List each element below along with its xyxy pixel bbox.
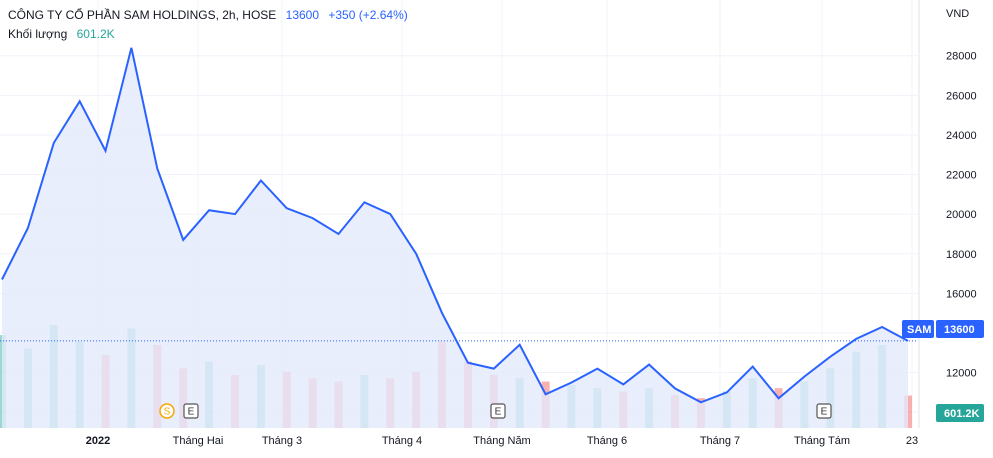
x-tick-label: Tháng 4 <box>382 435 422 447</box>
event-badge <box>159 403 175 419</box>
x-tick-label: Tháng 3 <box>262 435 302 447</box>
price-area-fill <box>2 47 908 429</box>
symbol-tag-box <box>902 320 934 338</box>
volume-tag: 601.2K <box>936 404 984 422</box>
x-tick-label: Tháng Năm <box>473 435 530 447</box>
volume-tag-label: 601.2K <box>944 408 980 420</box>
y-tick-label: 24000 <box>946 130 977 142</box>
event-badge <box>816 403 832 419</box>
current-price: 13600 <box>285 8 320 22</box>
price-line <box>1 47 909 404</box>
event-badge <box>490 403 506 419</box>
event-badge <box>183 403 199 419</box>
event-badge-label: E <box>188 407 195 418</box>
symbol-price-tag: SAM 13600 <box>902 320 984 338</box>
volume-label: Khối lượng <box>8 27 68 41</box>
chart-legend: CÔNG TY CỔ PHẦN SAM HOLDINGS, 2h, HOSE 1… <box>8 6 408 44</box>
x-tick-label: Tháng 6 <box>587 435 627 447</box>
x-tick-label: Tháng Hai <box>173 435 224 447</box>
y-tick-label: 26000 <box>946 90 977 102</box>
legend-volume-row: Khối lượng 601.2K <box>8 25 408 44</box>
event-badge-label: E <box>495 407 502 418</box>
x-tick-label: Tháng 7 <box>700 435 740 447</box>
price-tag-label: 13600 <box>944 324 975 336</box>
earnings-event-marker[interactable]: E <box>183 403 199 419</box>
split-event-marker[interactable]: S <box>159 403 175 419</box>
y-tick-label: 16000 <box>946 288 977 300</box>
legend-price-row: CÔNG TY CỔ PHẦN SAM HOLDINGS, 2h, HOSE 1… <box>8 6 408 25</box>
y-tick-label: 20000 <box>946 209 977 221</box>
price-change: +350 (+2.64%) <box>328 8 408 22</box>
earnings-event-marker[interactable]: E <box>816 403 832 419</box>
earnings-event-marker[interactable]: E <box>490 403 506 419</box>
symbol-title: CÔNG TY CỔ PHẦN SAM HOLDINGS, 2h, HOSE <box>8 8 277 22</box>
y-tick-label: 28000 <box>946 51 977 63</box>
price-tag-box <box>936 320 984 338</box>
volume-tag-box <box>936 404 984 422</box>
event-badge-label: S <box>164 407 171 418</box>
time-axis[interactable]: 2022 Tháng Hai Tháng 3 Tháng 4 Tháng Năm Thán… <box>86 435 918 447</box>
x-tick-label: 23 <box>906 435 918 447</box>
y-tick-label: 12000 <box>946 368 977 380</box>
currency-label: VND <box>946 8 969 20</box>
y-tick-label: 18000 <box>946 249 977 261</box>
event-badge-label: E <box>821 407 828 418</box>
y-tick-label: 22000 <box>946 170 977 182</box>
x-tick-label: Tháng Tám <box>794 435 850 447</box>
price-axis[interactable]: VND 100001200014000160001800020000220002… <box>946 8 977 419</box>
volume-value: 601.2K <box>76 27 115 41</box>
symbol-tag-label: SAM <box>907 324 931 336</box>
x-tick-label: 2022 <box>86 435 110 447</box>
